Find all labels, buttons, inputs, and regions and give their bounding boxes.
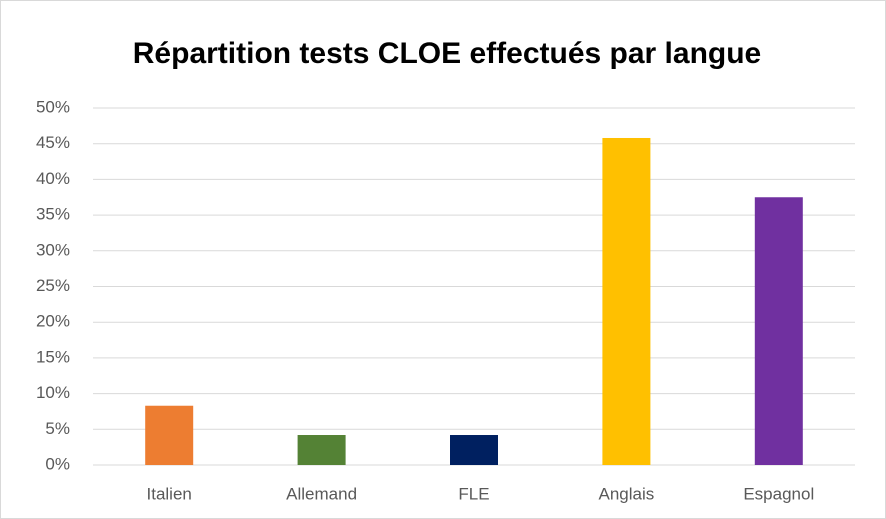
x-tick-label: Espagnol: [743, 484, 814, 503]
bar: [145, 405, 194, 465]
x-tick-label: Anglais: [599, 484, 655, 503]
bar: [602, 137, 651, 465]
y-tick-label: 15%: [36, 347, 70, 366]
x-tick-label: Allemand: [286, 484, 357, 503]
chart-title: Répartition tests CLOE effectués par lan…: [133, 37, 761, 70]
x-tick-label: Italien: [147, 484, 192, 503]
y-tick-label: 40%: [36, 169, 70, 188]
y-tick-label: 45%: [36, 133, 70, 152]
bar: [754, 197, 803, 465]
y-tick-label: 25%: [36, 276, 70, 295]
y-tick-label: 35%: [36, 205, 70, 224]
bar: [450, 435, 498, 465]
y-tick-label: 10%: [36, 383, 70, 402]
x-tick-label: FLE: [458, 484, 489, 503]
bar: [297, 435, 346, 465]
y-tick-label: 20%: [36, 312, 70, 331]
y-tick-label: 50%: [36, 97, 70, 116]
y-tick-label: 0%: [45, 454, 70, 473]
y-tick-label: 5%: [45, 419, 70, 438]
y-tick-label: 30%: [36, 240, 70, 259]
